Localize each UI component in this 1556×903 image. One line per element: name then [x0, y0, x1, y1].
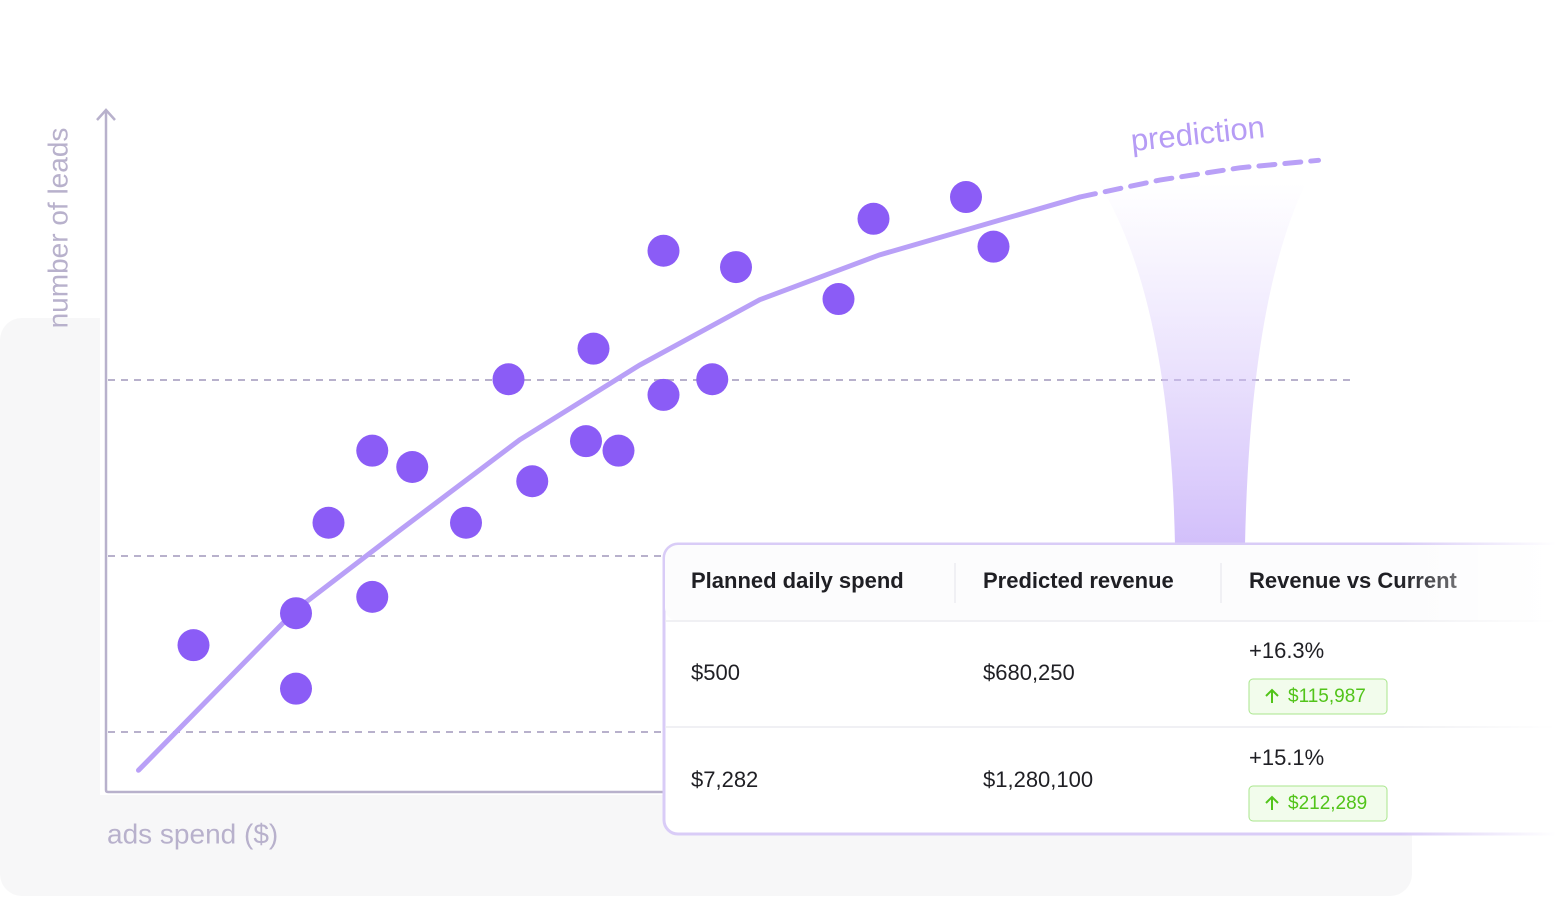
y-axis-label: number of leads — [42, 128, 73, 329]
header-bg — [665, 545, 1556, 621]
marks — [136, 157, 1321, 773]
forecast-line — [1077, 157, 1321, 200]
point — [570, 425, 602, 458]
cell: $680,250 — [983, 660, 1075, 685]
badge — [1248, 678, 1388, 715]
point — [577, 332, 610, 365]
point — [516, 465, 549, 498]
point — [356, 434, 389, 467]
point — [977, 230, 1010, 263]
point — [492, 363, 525, 396]
point — [396, 451, 429, 483]
point — [177, 629, 210, 662]
table-card: Planned daily spend Predicted revenue Re… — [662, 540, 1556, 840]
badge — [1248, 785, 1388, 822]
point — [647, 378, 680, 411]
cell: $1,280,100 — [983, 767, 1093, 792]
point — [450, 506, 482, 539]
point — [647, 234, 680, 267]
header-cell: Planned daily spend — [691, 568, 904, 593]
point — [950, 181, 982, 214]
edge-fade — [1400, 540, 1556, 840]
point — [822, 283, 855, 316]
point — [602, 434, 635, 467]
badge-text: $212,289 — [1288, 793, 1367, 814]
cell: $7,282 — [691, 767, 758, 792]
badge-text: $115,987 — [1288, 686, 1366, 707]
point — [312, 506, 345, 539]
point — [857, 202, 890, 235]
up-arrow — [1265, 795, 1279, 810]
axes — [104, 110, 700, 794]
point — [356, 580, 389, 613]
funnel — [1100, 182, 1305, 545]
point — [720, 251, 752, 284]
cell: $500 — [691, 660, 740, 685]
cell: +16.3% — [1249, 638, 1324, 663]
header-cell: Predicted revenue — [983, 568, 1174, 593]
axis-arrow — [96, 108, 116, 121]
trend-line — [136, 194, 1083, 773]
point — [280, 597, 312, 630]
up-arrow — [1265, 688, 1279, 703]
x-axis-label: ads spend ($) — [107, 818, 278, 849]
point — [696, 363, 729, 396]
cell: +15.1% — [1249, 745, 1324, 770]
point — [280, 672, 312, 705]
